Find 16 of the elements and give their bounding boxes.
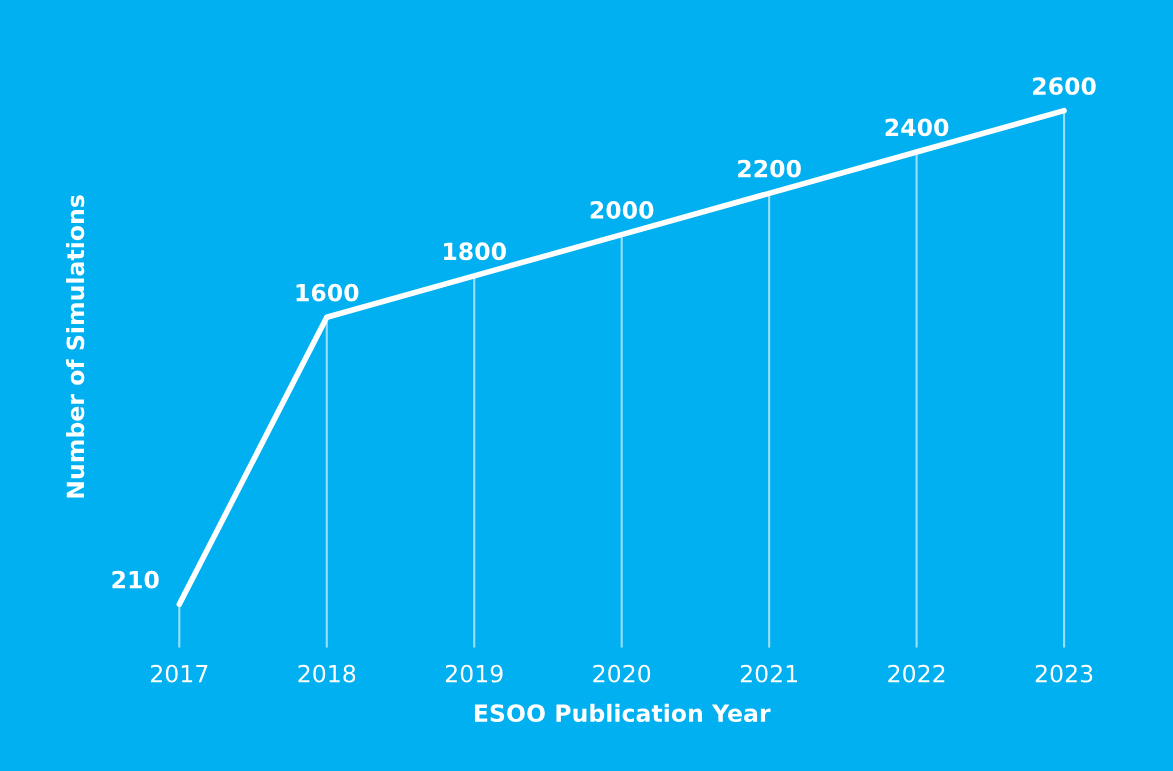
x-tick-label: 2018: [298, 664, 356, 683]
x-tick-label: 2019: [445, 664, 503, 683]
data-label: 2600: [1033, 77, 1096, 96]
data-label: 210: [112, 570, 159, 589]
x-axis-title: ESOO Publication Year: [474, 703, 771, 723]
data-label: 1600: [296, 283, 359, 302]
data-label: 1800: [444, 242, 506, 261]
x-tick-label: 2022: [888, 664, 945, 683]
x-tick-label: 2020: [593, 664, 651, 683]
data-label: 2000: [590, 201, 654, 219]
y-axis-title: Number of Simulations: [66, 195, 85, 498]
data-label: 2400: [885, 118, 949, 137]
x-tick-label: 2023: [1035, 664, 1093, 683]
data-label: 2200: [738, 159, 801, 178]
x-tick-label: 2021: [740, 664, 798, 683]
x-tick-label: 2017: [150, 664, 208, 683]
